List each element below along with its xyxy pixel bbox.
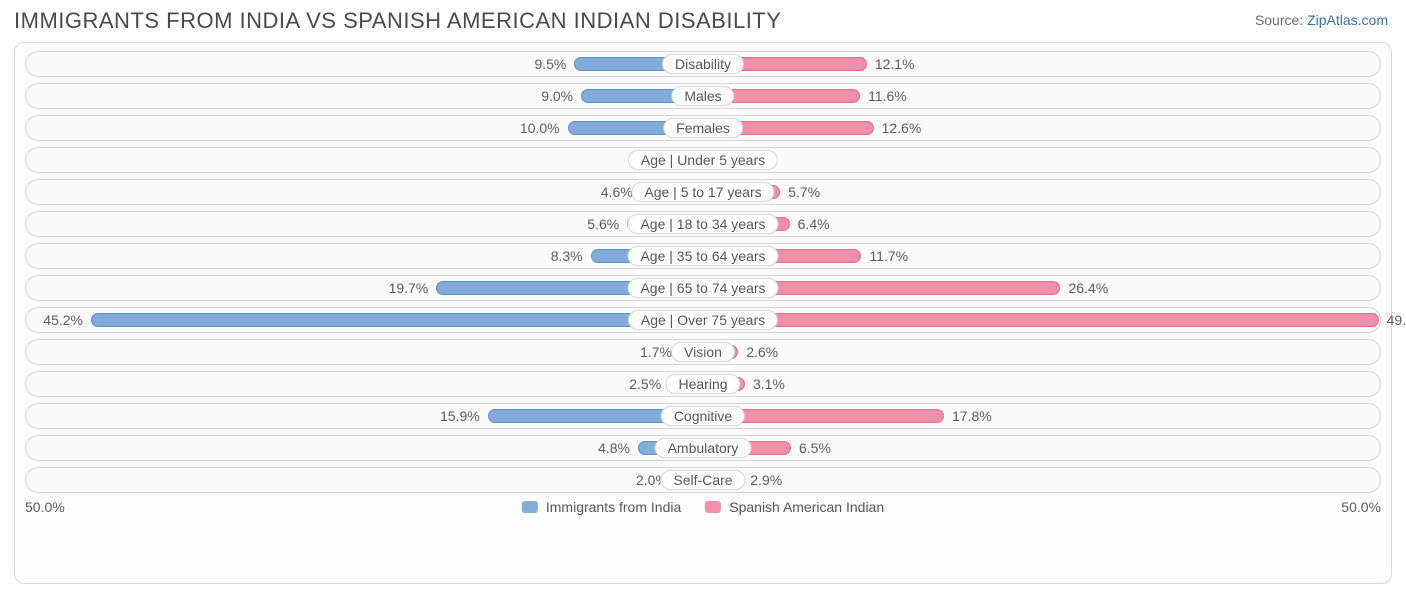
category-label: Self-Care [660,470,745,490]
legend-item-right: Spanish American Indian [705,499,884,515]
category-label: Females [663,118,743,138]
legend-swatch-right [705,501,721,513]
chart-title: IMMIGRANTS FROM INDIA VS SPANISH AMERICA… [14,8,781,34]
category-label: Age | Under 5 years [628,150,778,170]
value-label-right: 11.6% [868,88,907,104]
row-track: 19.7% 26.4% Age | 65 to 74 years [25,275,1381,301]
value-label-left: 4.6% [601,184,633,200]
category-label: Age | 65 to 74 years [627,278,778,298]
value-label-left: 9.0% [541,88,573,104]
bar-left [91,313,703,327]
row-track: 4.6% 5.7% Age | 5 to 17 years [25,179,1381,205]
source-link[interactable]: ZipAtlas.com [1307,12,1388,28]
value-label-right: 6.5% [799,440,831,456]
row-track: 1.0%1.3%Age | Under 5 years [25,147,1381,173]
value-label-right: 26.4% [1068,280,1108,296]
row-track: 9.5% 12.1% Disability [25,51,1381,77]
category-label: Males [671,86,734,106]
category-label: Age | 35 to 64 years [627,246,778,266]
axis-row: 50.0% Immigrants from India Spanish Amer… [25,497,1381,523]
value-label-left: 4.8% [598,440,630,456]
chart-area: 9.5% 12.1% Disability 9.0% 11.6% Males 10.0% 12… [14,42,1392,584]
value-label-right: 11.7% [869,248,908,264]
category-label: Disability [662,54,744,74]
value-label-right: 12.1% [875,56,915,72]
category-label: Cognitive [661,406,745,426]
value-label-right: 12.6% [882,120,922,136]
row-track: 8.3% 11.7% Age | 35 to 64 years [25,243,1381,269]
value-label-right: 49.9% [1387,312,1406,328]
value-label-right: 2.9% [750,472,782,488]
category-label: Vision [671,342,735,362]
legend: Immigrants from India Spanish American I… [522,499,884,515]
value-label-right: 5.7% [788,184,820,200]
value-label-left: 9.5% [534,56,566,72]
row-track: 1.7% 2.6% Vision [25,339,1381,365]
row-track: 5.6% 6.4% Age | 18 to 34 years [25,211,1381,237]
source-prefix: Source: [1255,12,1307,28]
source-attribution: Source: ZipAtlas.com [1255,12,1388,28]
axis-left-label: 50.0% [25,499,65,515]
category-label: Age | Over 75 years [628,310,778,330]
category-label: Age | 18 to 34 years [627,214,778,234]
value-label-left: 1.7% [640,344,672,360]
legend-label-left: Immigrants from India [546,499,681,515]
row-track: 45.2%49.9%Age | Over 75 years [25,307,1381,333]
row-track: 15.9% 17.8% Cognitive [25,403,1381,429]
legend-item-left: Immigrants from India [522,499,681,515]
value-label-right: 3.1% [753,376,785,392]
value-label-right: 6.4% [798,216,830,232]
bar-right [703,313,1379,327]
row-track: 2.5% 3.1% Hearing [25,371,1381,397]
category-label: Hearing [665,374,740,394]
value-label-right: 2.6% [746,344,778,360]
value-label-left: 5.6% [587,216,619,232]
row-track: 2.0%2.9%Self-Care [25,467,1381,493]
row-track: 9.0% 11.6% Males [25,83,1381,109]
value-label-left: 8.3% [551,248,583,264]
value-label-left: 19.7% [389,280,429,296]
value-label-left: 10.0% [520,120,560,136]
row-track: 4.8% 6.5% Ambulatory [25,435,1381,461]
value-label-left: 2.5% [629,376,661,392]
rows-container: 9.5% 12.1% Disability 9.0% 11.6% Males 10.0% 12… [25,51,1381,493]
row-track: 10.0% 12.6% Females [25,115,1381,141]
value-label-left: 45.2% [43,312,83,328]
legend-label-right: Spanish American Indian [729,499,884,515]
category-label: Ambulatory [655,438,752,458]
value-label-left: 15.9% [440,408,480,424]
legend-swatch-left [522,501,538,513]
axis-right-label: 50.0% [1341,499,1381,515]
value-label-right: 17.8% [952,408,992,424]
category-label: Age | 5 to 17 years [631,182,774,202]
